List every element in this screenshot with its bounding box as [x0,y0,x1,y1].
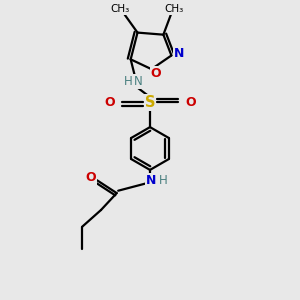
Text: O: O [151,67,161,80]
Text: S: S [145,95,155,110]
Text: O: O [85,171,96,184]
Text: CH₃: CH₃ [111,4,130,14]
Text: O: O [104,96,115,109]
Text: H: H [124,75,133,88]
Text: H: H [159,174,168,187]
Text: N: N [174,47,184,61]
Text: N: N [146,174,157,187]
Text: N: N [134,75,142,88]
Text: O: O [185,96,196,109]
Text: CH₃: CH₃ [164,4,183,14]
